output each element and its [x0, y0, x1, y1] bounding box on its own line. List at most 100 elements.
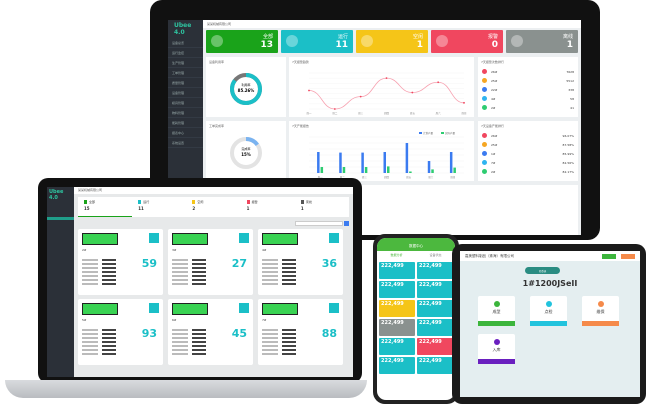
machine-tile[interactable]: 222,499 [379, 300, 415, 317]
status-card[interactable]: 空闲 1 [356, 30, 428, 53]
card-button[interactable] [478, 359, 515, 364]
machine-action-button[interactable] [149, 303, 159, 313]
status-value: 1 [416, 40, 423, 50]
action-card-0[interactable]: 成型 [478, 296, 515, 326]
card-label: 成型 [492, 309, 501, 314]
rank-row: 1# 85.99% [478, 149, 578, 158]
status-card[interactable]: 运行 11 [281, 30, 353, 53]
bar [361, 152, 364, 173]
data-point [308, 89, 310, 92]
bar [431, 169, 434, 173]
status-summary-item[interactable]: 离线 1 [295, 197, 349, 217]
sidebar-item[interactable]: 能耗管理 [168, 118, 203, 128]
machine-tile[interactable]: 222,499 [417, 300, 453, 317]
tab-analysis[interactable]: 数据分析 [390, 252, 403, 257]
action-card-3[interactable]: 入库 [478, 334, 515, 364]
utilization-panel: 设备利用率 利用率 85.26% [206, 57, 286, 117]
machine-tile[interactable]: 222,499 [417, 262, 453, 279]
app-title: 数据中心 [377, 238, 455, 251]
detail-row [82, 283, 122, 285]
machine-tile[interactable]: 222,499 [417, 357, 453, 374]
tile-value: 222,499 [381, 320, 404, 326]
machine-action-button[interactable] [329, 303, 339, 313]
status-summary-item[interactable]: 报警 1 [241, 197, 295, 217]
tab-status[interactable]: 设备状态 [429, 252, 442, 257]
logo: Ubee 4.0 [174, 22, 192, 36]
action-card-1[interactable]: 点检 [530, 296, 567, 326]
bar [342, 167, 346, 173]
card-icon [493, 301, 500, 307]
machine-action-button[interactable] [239, 303, 249, 313]
status-label: 全部 [84, 200, 96, 204]
sidebar-item[interactable]: 系统设置 [168, 138, 203, 148]
bar [317, 152, 320, 173]
alarm-line-chart: 周一 周二 周三 周四 周五 周六 周日 [306, 72, 467, 115]
machine-tile[interactable]: 222,499 [417, 338, 453, 355]
machine-card[interactable]: 2# 59 [78, 229, 163, 295]
sidebar-item[interactable]: 质量管理 [168, 78, 203, 88]
machine-tile[interactable]: 222,499 [417, 281, 453, 298]
sidebar-active-item[interactable] [47, 217, 74, 220]
sidebar-item[interactable]: 模具管理 [168, 98, 203, 108]
machine-card[interactable]: 6# 45 [168, 299, 253, 365]
detail-row [172, 333, 212, 335]
status-card[interactable]: 全部 13 [206, 30, 278, 53]
status-card[interactable]: 报警 0 [431, 30, 503, 53]
alarm-trend-panel: 7天报警趋势 周一 周二 周三 周四 周五 周六 周日 [289, 57, 474, 117]
sidebar-item[interactable]: 运行监控 [168, 48, 203, 58]
machine-tile[interactable]: 222,499 [417, 319, 453, 336]
status-value: 13 [260, 40, 273, 50]
sidebar-item[interactable]: 生产管理 [168, 58, 203, 68]
machine-tile[interactable]: 222,499 [379, 319, 415, 336]
card-button[interactable] [478, 321, 515, 326]
panel-title: 7天产能报告 [292, 124, 309, 128]
tablet-app: 嘉美塑料制品（珠海）有限公司 已登录 1#1200JSeII 成型 点检 维保 入库 [460, 251, 640, 397]
status-summary-item[interactable]: 空闲 2 [186, 197, 240, 217]
machine-image [262, 233, 298, 245]
search-input[interactable] [295, 221, 343, 226]
machine-action-button[interactable] [329, 233, 339, 243]
sidebar-item[interactable]: 物料管理 [168, 108, 203, 118]
machine-card[interactable]: 4# 36 [258, 229, 343, 295]
card-button[interactable] [530, 321, 567, 326]
sidebar-item[interactable]: 工单管理 [168, 68, 203, 78]
machine-action-button[interactable] [149, 233, 159, 243]
action-card-2[interactable]: 维保 [582, 296, 619, 326]
detail-row [82, 345, 122, 347]
x-tick-label: 周二 [340, 175, 346, 179]
status-summary-item[interactable]: 运行 11 [132, 197, 186, 217]
search-button[interactable] [344, 221, 349, 226]
status-card[interactable]: 离线 1 [506, 30, 578, 53]
tile-value: 222,499 [381, 263, 404, 269]
sidebar-item[interactable]: 报表中心 [168, 128, 203, 138]
machine-tile[interactable]: 222,499 [379, 281, 415, 298]
status-label: 全部 [262, 34, 273, 40]
machine-tile[interactable]: 222,499 [379, 338, 415, 355]
bar [339, 152, 342, 173]
rank-row: 4# 58 [478, 94, 578, 103]
orange-button[interactable] [621, 254, 635, 259]
sidebar-item[interactable]: 设备总览 [168, 38, 203, 48]
tile-value: 222,499 [381, 282, 404, 288]
machine-name: 3# [172, 248, 177, 252]
legend-swatch [419, 132, 422, 134]
machine-action-button[interactable] [239, 233, 249, 243]
tile-value: 222,499 [381, 358, 404, 364]
utilization-percent: 27 [231, 257, 247, 270]
rank-value: 82.56% [562, 160, 574, 165]
rank-row: 25# 5512 [478, 76, 578, 85]
card-button[interactable] [582, 321, 619, 326]
laptop-dashboard: Ubee 4.0 某某机械有限公司 全部 15 运行 11 空闲 2 报警 1 离线 1 2# 59… [47, 187, 353, 377]
order-panel: 工单完成率 完成率 15% [206, 121, 286, 181]
green-button[interactable] [602, 254, 616, 259]
status-value: 0 [491, 40, 498, 50]
machine-card[interactable]: 3# 27 [168, 229, 253, 295]
utilization-percent: 45 [231, 327, 247, 340]
machine-card[interactable]: 5# 93 [78, 299, 163, 365]
sidebar-item[interactable]: 设备管理 [168, 88, 203, 98]
machine-tile[interactable]: 222,499 [379, 357, 415, 374]
machine-tile[interactable]: 222,499 [379, 262, 415, 279]
detail-row [172, 271, 212, 273]
machine-card[interactable]: 7# 88 [258, 299, 343, 365]
status-summary-item[interactable]: 全部 15 [78, 197, 133, 217]
